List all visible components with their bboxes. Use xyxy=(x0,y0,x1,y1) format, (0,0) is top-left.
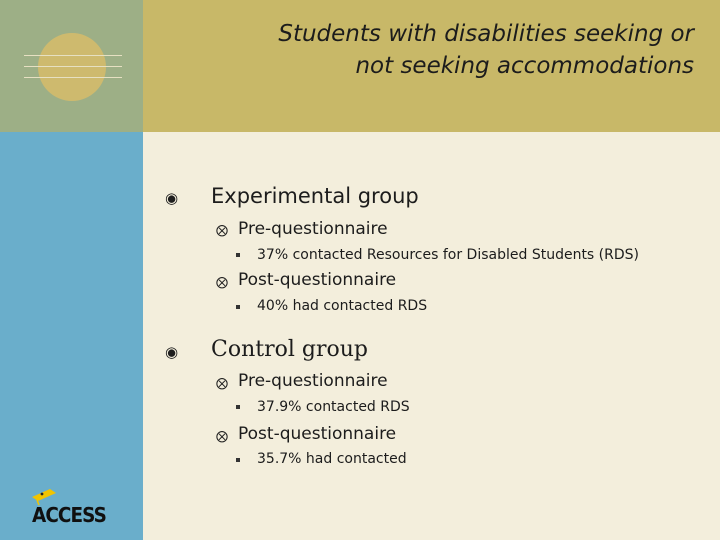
logo-cap-icon xyxy=(32,489,56,506)
circled-cross-bullet-icon: ⨂ xyxy=(216,376,228,390)
subitem-label: Pre-questionnaire xyxy=(238,371,388,391)
subitem-detail: 37% contacted Resources for Disabled Stu… xyxy=(257,247,639,263)
left-sidebar xyxy=(0,132,143,540)
circled-cross-bullet-icon: ⨂ xyxy=(216,429,228,443)
subitem-label: Pre-questionnaire xyxy=(238,219,388,239)
decorative-line xyxy=(24,55,122,56)
circled-dot-bullet-icon: ◉ xyxy=(165,189,179,207)
decorative-circle xyxy=(38,33,106,101)
square-bullet-icon xyxy=(236,253,240,257)
circled-dot-bullet-icon: ◉ xyxy=(165,343,179,361)
slide-title-line1: Students with disabilities seeking or xyxy=(278,21,694,47)
access-logo: ACCESS xyxy=(26,481,116,527)
corner-panel xyxy=(0,0,143,132)
subitem-detail: 40% had contacted RDS xyxy=(257,298,428,314)
decorative-line xyxy=(24,77,122,78)
square-bullet-icon xyxy=(236,405,240,409)
logo-text: ACCESS xyxy=(32,503,107,527)
group-heading: Experimental group xyxy=(211,184,419,208)
square-bullet-icon xyxy=(236,458,240,462)
subitem-detail: 35.7% had contacted xyxy=(257,451,407,467)
decorative-line xyxy=(24,66,122,67)
group-heading: Control group xyxy=(211,337,368,362)
subitem-detail: 37.9% contacted RDS xyxy=(257,399,410,415)
subitem-label: Post-questionnaire xyxy=(238,424,397,444)
circled-cross-bullet-icon: ⨂ xyxy=(216,275,228,289)
slide-title: Students with disabilities seeking or no… xyxy=(278,18,694,82)
title-banner: Students with disabilities seeking or no… xyxy=(143,0,720,132)
circled-cross-bullet-icon: ⨂ xyxy=(216,223,228,237)
slide-title-line2: not seeking accommodations xyxy=(355,53,694,79)
subitem-label: Post-questionnaire xyxy=(238,270,397,290)
square-bullet-icon xyxy=(236,305,240,309)
